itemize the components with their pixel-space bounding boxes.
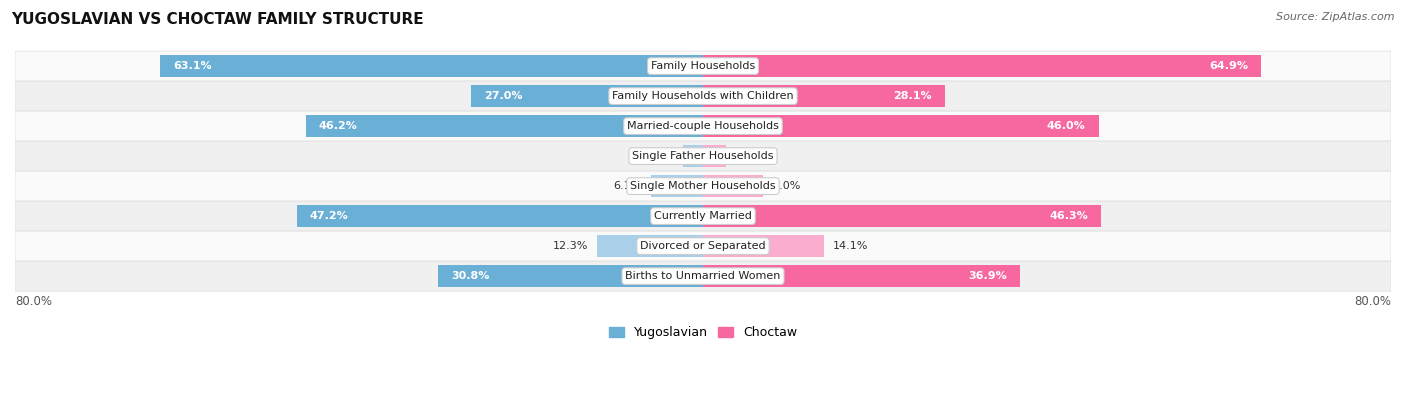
Bar (703, 235, 824, 257)
Text: Divorced or Separated: Divorced or Separated (640, 241, 766, 251)
Text: 36.9%: 36.9% (969, 271, 1008, 281)
Bar (703, 85, 945, 107)
Bar (703, 55, 1261, 77)
Text: 64.9%: 64.9% (1209, 61, 1249, 71)
Bar (703, 265, 1021, 287)
FancyBboxPatch shape (15, 111, 1391, 141)
Text: 2.3%: 2.3% (647, 151, 675, 161)
Text: 63.1%: 63.1% (173, 61, 212, 71)
Bar (703, 175, 763, 197)
Text: 6.1%: 6.1% (613, 181, 643, 191)
Text: 46.3%: 46.3% (1049, 211, 1088, 221)
Text: 12.3%: 12.3% (553, 241, 589, 251)
FancyBboxPatch shape (15, 51, 1391, 81)
Text: 80.0%: 80.0% (15, 295, 52, 308)
Text: 46.0%: 46.0% (1047, 121, 1085, 131)
Bar (305, 115, 703, 137)
Text: 7.0%: 7.0% (772, 181, 800, 191)
FancyBboxPatch shape (15, 201, 1391, 231)
FancyBboxPatch shape (15, 81, 1391, 111)
Bar (598, 235, 703, 257)
Text: 80.0%: 80.0% (1354, 295, 1391, 308)
Text: 28.1%: 28.1% (893, 91, 932, 101)
Text: Single Father Households: Single Father Households (633, 151, 773, 161)
Legend: Yugoslavian, Choctaw: Yugoslavian, Choctaw (605, 321, 801, 344)
Text: 47.2%: 47.2% (309, 211, 349, 221)
Text: 27.0%: 27.0% (484, 91, 522, 101)
Bar (651, 175, 703, 197)
Text: YUGOSLAVIAN VS CHOCTAW FAMILY STRUCTURE: YUGOSLAVIAN VS CHOCTAW FAMILY STRUCTURE (11, 12, 423, 27)
Bar (160, 55, 703, 77)
Text: Single Mother Households: Single Mother Households (630, 181, 776, 191)
FancyBboxPatch shape (15, 141, 1391, 171)
Bar (703, 145, 727, 167)
Text: Source: ZipAtlas.com: Source: ZipAtlas.com (1277, 12, 1395, 22)
Text: Currently Married: Currently Married (654, 211, 752, 221)
FancyBboxPatch shape (15, 171, 1391, 201)
Text: Births to Unmarried Women: Births to Unmarried Women (626, 271, 780, 281)
Text: Married-couple Households: Married-couple Households (627, 121, 779, 131)
Text: 30.8%: 30.8% (451, 271, 489, 281)
Text: Family Households with Children: Family Households with Children (612, 91, 794, 101)
Bar (471, 85, 703, 107)
Bar (703, 115, 1098, 137)
FancyBboxPatch shape (15, 261, 1391, 291)
Bar (683, 145, 703, 167)
Text: 14.1%: 14.1% (832, 241, 869, 251)
Text: Family Households: Family Households (651, 61, 755, 71)
Text: 2.7%: 2.7% (735, 151, 763, 161)
Bar (703, 205, 1101, 227)
FancyBboxPatch shape (15, 231, 1391, 261)
Text: 46.2%: 46.2% (319, 121, 357, 131)
Bar (297, 205, 703, 227)
Bar (439, 265, 703, 287)
